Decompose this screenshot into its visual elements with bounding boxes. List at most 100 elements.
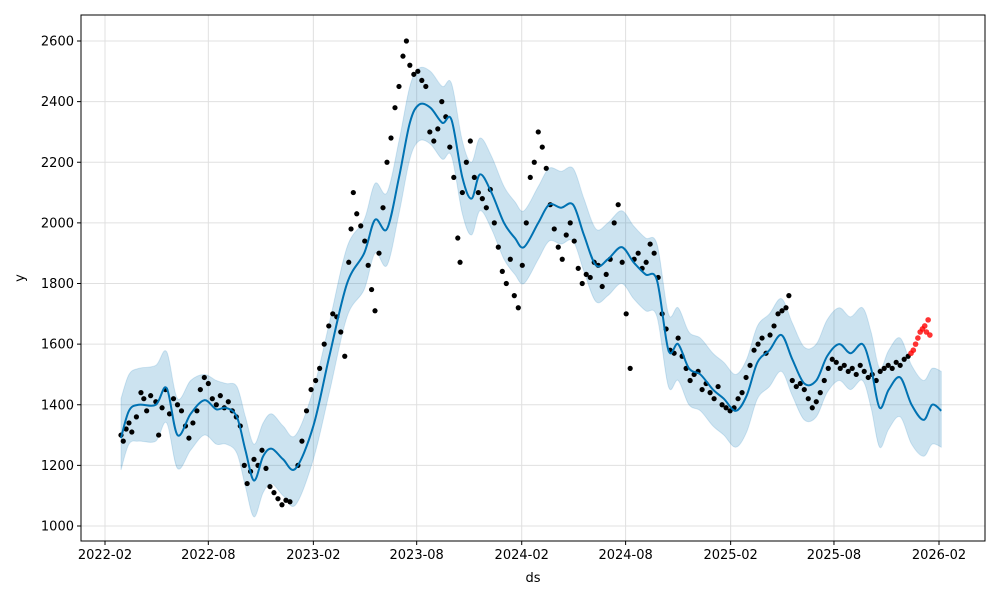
- observed-point: [455, 235, 461, 241]
- observed-point: [133, 414, 139, 420]
- observed-point: [647, 241, 653, 247]
- observed-point: [543, 165, 549, 171]
- observed-point: [348, 226, 354, 232]
- observed-point: [583, 271, 589, 278]
- observed-point: [877, 368, 883, 375]
- observed-point: [699, 386, 705, 393]
- observed-point: [178, 408, 185, 414]
- observed-point: [727, 408, 733, 414]
- observed-point: [346, 259, 352, 265]
- ticks: 2022-02 2022-08 2023-02 2023-08 2024-02 2024-…: [41, 35, 966, 564]
- x-tick-label: 2025-02: [703, 548, 757, 563]
- observed-point: [587, 274, 593, 281]
- observed-point: [447, 144, 453, 150]
- observed-point: [619, 259, 625, 265]
- observed-point: [241, 462, 247, 468]
- observed-point: [263, 465, 269, 472]
- observed-point: [873, 377, 879, 384]
- y-tick-label: 1600: [41, 338, 74, 353]
- observed-point: [419, 77, 425, 84]
- observed-point: [751, 347, 757, 353]
- observed-point: [615, 202, 621, 208]
- observed-point: [499, 268, 505, 274]
- observed-point: [551, 226, 557, 232]
- highlighted-points: [908, 317, 933, 357]
- y-tick-label: 2000: [41, 216, 74, 231]
- highlighted-point: [910, 347, 917, 353]
- observed-point: [159, 405, 165, 411]
- observed-point: [350, 189, 356, 196]
- observed-point: [392, 105, 398, 111]
- observed-point: [459, 189, 465, 196]
- observed-point: [491, 220, 497, 226]
- observed-point: [719, 402, 725, 408]
- y-tick-label: 2400: [41, 95, 74, 110]
- observed-point: [687, 377, 693, 384]
- observed-point: [358, 223, 364, 229]
- observed-point: [805, 396, 811, 402]
- x-tick-label: 2024-02: [495, 548, 549, 563]
- observed-point: [463, 159, 469, 165]
- observed-point: [308, 386, 314, 393]
- observed-point: [259, 447, 265, 453]
- observed-point: [743, 374, 749, 381]
- observed-point: [611, 220, 617, 226]
- observed-point: [201, 374, 207, 381]
- observed-point: [817, 390, 823, 396]
- observed-point: [365, 262, 371, 268]
- observed-point: [303, 408, 310, 414]
- observed-point: [571, 238, 577, 244]
- y-tick-label: 2600: [41, 35, 74, 50]
- observed-point: [793, 383, 799, 390]
- observed-point: [251, 456, 257, 462]
- observed-point: [330, 311, 336, 317]
- observed-point: [889, 365, 895, 371]
- observed-point: [209, 396, 215, 402]
- observed-point: [901, 356, 907, 362]
- observed-point: [174, 402, 181, 408]
- observed-point: [789, 377, 795, 384]
- observed-point: [603, 271, 609, 278]
- observed-point: [427, 129, 433, 135]
- observed-point: [833, 359, 839, 365]
- observed-point: [326, 323, 332, 329]
- observed-point: [771, 323, 777, 329]
- observed-point: [317, 365, 323, 371]
- observed-point: [755, 341, 761, 347]
- x-tick-label: 2023-08: [390, 548, 444, 563]
- observed-point: [423, 83, 429, 90]
- observed-point: [120, 438, 126, 444]
- observed-point: [786, 293, 792, 299]
- observed-point: [797, 380, 803, 387]
- observed-point: [861, 368, 867, 375]
- observed-point: [384, 159, 390, 165]
- observed-point: [244, 480, 250, 487]
- observed-point: [388, 135, 394, 141]
- observed-point: [144, 408, 150, 414]
- observed-point: [376, 250, 382, 256]
- forecast-line: [120, 102, 942, 482]
- observed-point: [559, 256, 565, 262]
- observed-point: [362, 238, 368, 244]
- observed-point: [213, 402, 219, 408]
- observed-point: [515, 305, 521, 311]
- observed-point: [415, 68, 421, 74]
- observed-point: [217, 393, 223, 399]
- y-tick-label: 1000: [41, 520, 74, 535]
- observed-point: [148, 393, 154, 399]
- observed-point: [503, 280, 509, 287]
- observed-point: [507, 256, 513, 262]
- observed-point: [575, 265, 581, 271]
- observed-point: [123, 426, 129, 432]
- observed-point: [166, 411, 173, 417]
- observed-point: [675, 335, 681, 341]
- highlighted-point: [921, 323, 928, 329]
- observed-point: [372, 308, 378, 314]
- highlighted-point: [925, 317, 931, 323]
- observed-point: [342, 353, 348, 359]
- observed-point: [845, 368, 851, 375]
- observed-point: [321, 341, 327, 347]
- observed-point: [439, 99, 445, 105]
- observed-point: [715, 383, 721, 390]
